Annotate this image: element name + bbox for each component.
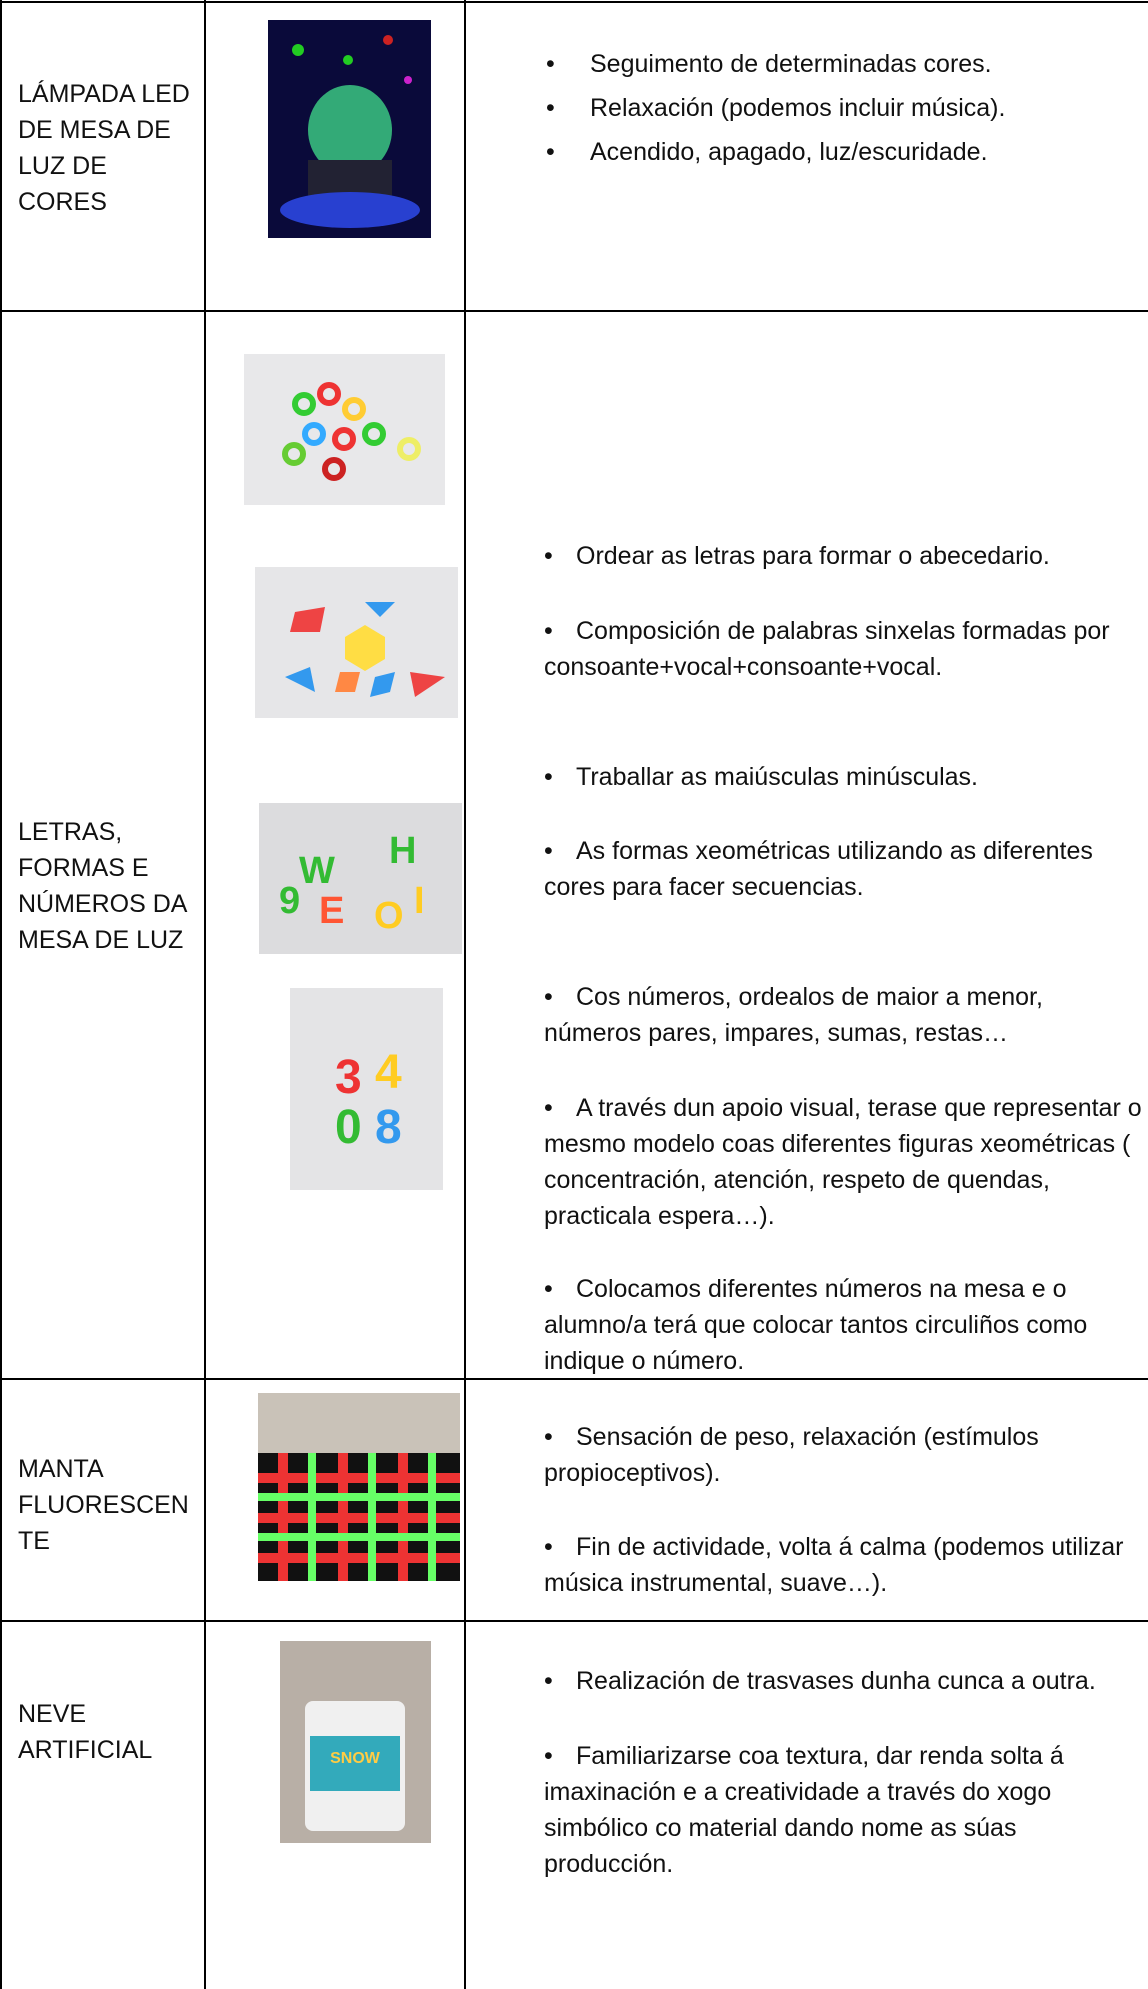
material-name: LETRAS, FORMAS E NÚMEROS DA MESA DE LUZ (18, 818, 187, 954)
svg-text:O: O (374, 895, 404, 937)
shapes-photo (255, 567, 458, 718)
border (204, 0, 206, 1989)
numbers-photo: 3 40 8 (290, 988, 443, 1190)
svg-text:E: E (319, 890, 344, 932)
activity-item: Sensación de peso, relaxación (estímulos… (544, 1419, 1142, 1491)
svg-text:H: H (389, 830, 416, 872)
activity-item: Familiarizarse coa textura, dar renda so… (544, 1738, 1142, 1882)
border (0, 0, 2, 1989)
activity-item: Acendido, apagado, luz/escuridade. (546, 134, 1140, 170)
lamp-photo (268, 20, 431, 238)
activity-item: Ordear as letras para formar o abecedari… (544, 538, 1142, 574)
border (0, 310, 1148, 312)
svg-text:8: 8 (375, 1101, 402, 1154)
svg-text:9: 9 (279, 880, 300, 922)
activity-item: Composición de palabras sinxelas formada… (544, 613, 1142, 685)
svg-text:W: W (299, 850, 335, 892)
material-name: MANTA FLUORESCENTE (18, 1455, 189, 1555)
letters-photo: W H E O I 9 (259, 803, 462, 954)
activity-item: Realización de trasvases dunha cunca a o… (544, 1663, 1142, 1699)
material-name: LÁMPADA LED DE MESA DE LUZ DE CORES (18, 80, 190, 216)
beads-photo (244, 354, 445, 505)
activity-item: Relaxación (podemos incluir música). (546, 90, 1140, 126)
svg-text:4: 4 (375, 1046, 402, 1099)
svg-text:3: 3 (335, 1051, 362, 1104)
border (464, 0, 466, 1989)
border (0, 1, 1148, 3)
activity-item: Traballar as maiúsculas minúsculas. (544, 759, 1142, 795)
activity-item: Seguimento de determinadas cores. (546, 46, 1140, 82)
svg-text:0: 0 (335, 1101, 362, 1154)
svg-text:I: I (414, 880, 425, 922)
activity-item: Cos números, ordealos de maior a menor, … (544, 979, 1142, 1051)
blanket-photo (258, 1393, 460, 1581)
material-name: NEVE ARTIFICIAL (18, 1700, 153, 1764)
snow-photo: SNOW (280, 1641, 431, 1843)
activity-item: A través dun apoio visual, terase que re… (544, 1090, 1142, 1234)
activity-item: Fin de actividade, volta á calma (podemo… (544, 1529, 1142, 1601)
activity-item: As formas xeométricas utilizando as dife… (544, 833, 1142, 905)
activity-item: Colocamos diferentes números na mesa e o… (544, 1271, 1142, 1379)
svg-text:SNOW: SNOW (330, 1750, 381, 1767)
border (0, 1620, 1148, 1622)
border (0, 1378, 1148, 1380)
